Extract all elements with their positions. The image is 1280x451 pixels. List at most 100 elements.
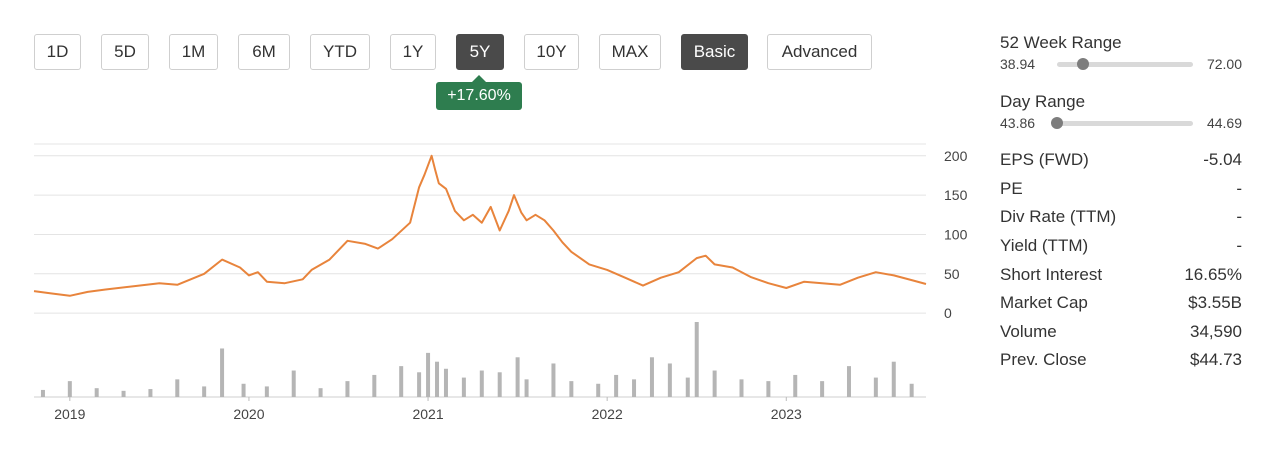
x-axis-ticks: 2019 2020 2021 2022 2023 <box>54 397 802 422</box>
volume-bar <box>649 357 654 397</box>
volume-bar <box>291 370 296 397</box>
stat-value: - <box>1236 179 1242 198</box>
stat-row-short-interest: Short Interest 16.65% <box>1000 265 1244 287</box>
period-button-5y[interactable]: 5Y <box>456 34 504 70</box>
stat-label: Prev. Close <box>1000 350 1087 369</box>
volume-bar <box>443 368 448 397</box>
volume-bar <box>551 363 556 397</box>
period-button-6m[interactable]: 6M <box>238 34 290 70</box>
volume-bar <box>846 366 851 397</box>
volume-bar <box>667 363 672 397</box>
stat-value: $3.55B <box>1188 293 1242 312</box>
volume-bar <box>685 377 690 397</box>
volume-bar <box>524 379 529 397</box>
stat-value: 34,590 <box>1190 322 1242 341</box>
stat-value: - <box>1236 207 1242 226</box>
period-button-1m[interactable]: 1M <box>169 34 218 70</box>
volume-bar <box>372 374 377 397</box>
volume-bar <box>479 370 484 397</box>
stat-row-market-cap: Market Cap $3.55B <box>1000 293 1244 315</box>
volume-bar <box>67 381 72 397</box>
stat-label: Volume <box>1000 322 1057 341</box>
volume-bar <box>175 379 180 397</box>
day-range-marker <box>1051 117 1063 129</box>
chart-grid <box>34 143 926 398</box>
day-range-low: 43.86 <box>1000 115 1036 131</box>
volume-bar <box>435 361 440 397</box>
stat-row-yield: Yield (TTM) - <box>1000 236 1244 258</box>
period-change-badge: +17.60% <box>436 75 522 110</box>
volume-bar <box>891 361 896 397</box>
volume-bar <box>399 366 404 397</box>
volume-bar <box>739 379 744 397</box>
volume-bar <box>712 370 717 397</box>
mode-button-basic[interactable]: Basic <box>681 34 748 70</box>
volume-bar <box>497 372 502 397</box>
period-button-max[interactable]: MAX <box>599 34 661 70</box>
price-line <box>33 154 927 297</box>
day-range: Day Range 43.86 44.69 <box>1000 92 1244 132</box>
volume-bar <box>569 381 574 397</box>
stat-row-div-rate: Div Rate (TTM) - <box>1000 207 1244 229</box>
volume-bar <box>220 348 225 397</box>
x-tick-label: 2019 <box>54 406 85 422</box>
price-line-group <box>33 154 927 297</box>
y-tick-label: 0 <box>944 305 952 321</box>
y-tick-label: 50 <box>944 266 960 282</box>
stat-row-pe: PE - <box>1000 179 1244 201</box>
y-tick-label: 100 <box>944 226 968 242</box>
volume-bars <box>40 322 914 397</box>
period-change-value: +17.60% <box>447 87 511 104</box>
period-button-ytd[interactable]: YTD <box>310 34 370 70</box>
period-button-10y[interactable]: 10Y <box>524 34 579 70</box>
day-range-title: Day Range <box>1000 92 1086 111</box>
day-range-track <box>1051 117 1193 129</box>
x-tick-label: 2023 <box>771 406 802 422</box>
volume-bar <box>94 388 99 397</box>
stat-row-eps: EPS (FWD) -5.04 <box>1000 150 1244 172</box>
volume-bar <box>417 372 422 397</box>
stat-value: - <box>1236 236 1242 255</box>
volume-bar <box>820 381 825 397</box>
y-tick-label: 200 <box>944 148 968 164</box>
volume-bar <box>596 383 601 397</box>
volume-bar <box>426 352 431 397</box>
week52-range: 52 Week Range 38.94 72.00 <box>1000 33 1244 73</box>
week52-range-low: 38.94 <box>1000 56 1036 72</box>
stat-row-volume: Volume 34,590 <box>1000 322 1244 344</box>
volume-bar <box>632 379 637 397</box>
price-chart: 0 50 100 150 200 2019 2020 2021 2022 2023 <box>33 143 968 422</box>
volume-bar <box>614 374 619 397</box>
stat-value: 16.65% <box>1184 265 1242 284</box>
x-tick-label: 2022 <box>592 406 623 422</box>
volume-bar <box>148 389 153 397</box>
volume-bar <box>515 357 520 397</box>
y-axis-ticks: 0 50 100 150 200 <box>944 148 968 321</box>
volume-bar <box>202 386 207 397</box>
week52-range-marker <box>1076 58 1089 70</box>
volume-bar <box>694 322 699 397</box>
x-tick-label: 2020 <box>233 406 264 422</box>
stat-row-prev-close: Prev. Close $44.73 <box>1000 350 1244 372</box>
volume-bar <box>318 388 323 397</box>
volume-bar <box>873 377 878 397</box>
week52-range-title: 52 Week Range <box>1000 33 1122 52</box>
mode-button-advanced[interactable]: Advanced <box>767 34 872 70</box>
period-button-1y[interactable]: 1Y <box>390 34 436 70</box>
period-button-5d[interactable]: 5D <box>101 34 149 70</box>
period-button-1d[interactable]: 1D <box>34 34 81 70</box>
week52-range-track <box>1057 58 1193 70</box>
stat-label: Market Cap <box>1000 293 1088 312</box>
volume-bar <box>909 383 914 397</box>
stat-label: PE <box>1000 179 1023 198</box>
x-tick-label: 2021 <box>412 406 443 422</box>
stat-label: Div Rate (TTM) <box>1000 207 1117 226</box>
volume-bar <box>793 374 798 397</box>
stat-value: $44.73 <box>1190 350 1242 369</box>
stat-label: Short Interest <box>1000 265 1103 284</box>
volume-bar <box>461 377 466 397</box>
week52-range-high: 72.00 <box>1206 56 1242 72</box>
stat-label: EPS (FWD) <box>1000 150 1089 169</box>
volume-bar <box>40 389 45 397</box>
volume-bar <box>766 381 771 397</box>
